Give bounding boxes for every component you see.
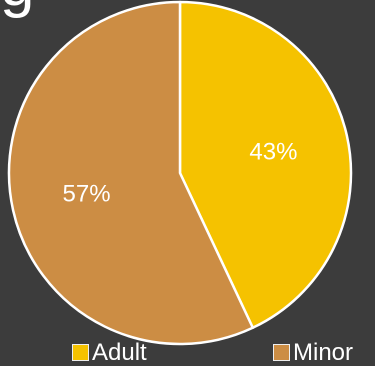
legend-item-minor: Minor [273,339,353,366]
legend-swatch-minor [273,344,290,361]
pie-slice-adult [178,0,353,329]
chart-legend: Adult Minor [0,339,375,366]
legend-item-adult: Adult [72,339,147,366]
legend-swatch-adult [72,344,89,361]
pie-slice-minor [7,0,255,346]
chart-title-fragment: g [0,0,34,16]
legend-label-minor: Minor [293,339,354,366]
legend-label-adult: Adult [92,339,147,366]
pie-label-minor: 57% [63,180,111,207]
pie-label-adult: 43% [249,139,297,166]
